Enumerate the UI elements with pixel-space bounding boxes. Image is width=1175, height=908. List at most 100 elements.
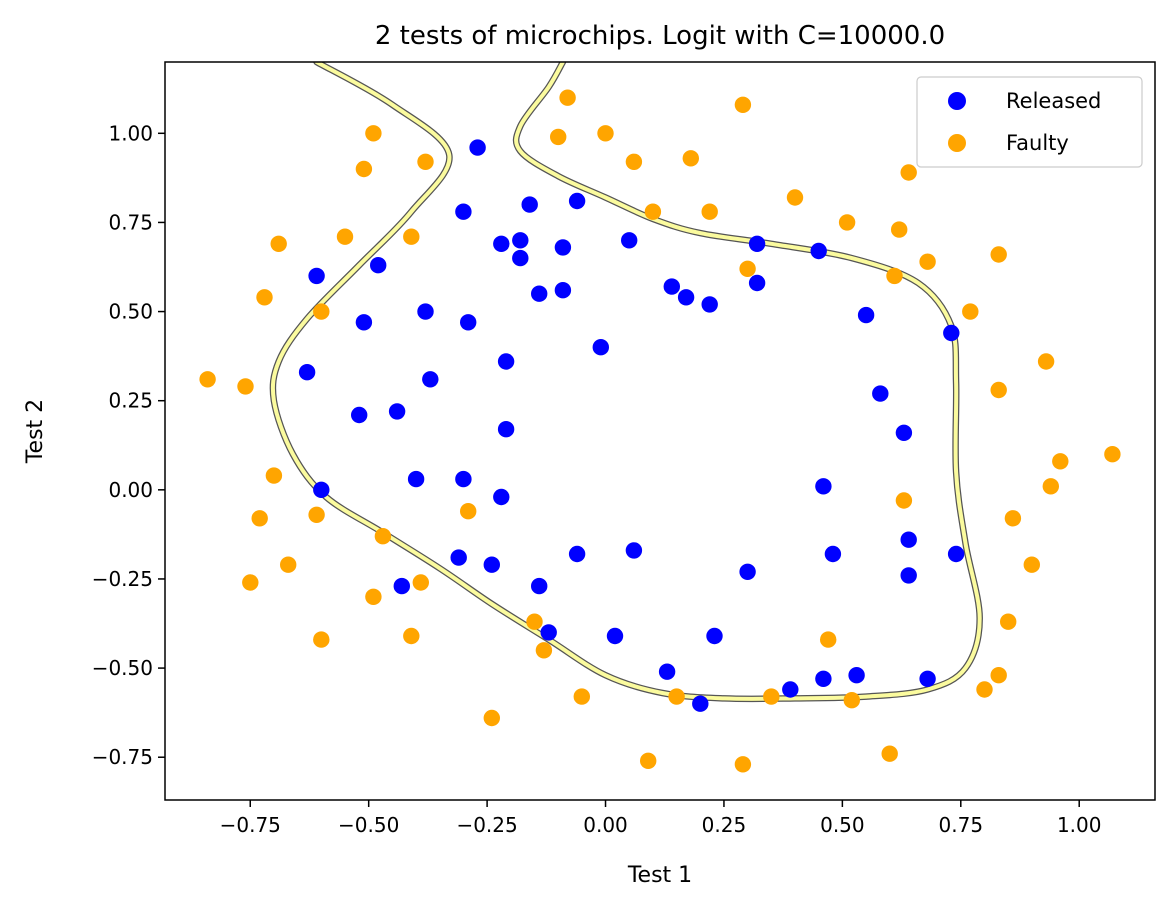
faulty-point bbox=[919, 253, 936, 270]
released-point bbox=[531, 285, 548, 302]
released-point bbox=[540, 624, 557, 641]
faulty-point bbox=[460, 503, 477, 520]
released-point bbox=[592, 339, 609, 356]
faulty-point bbox=[701, 203, 718, 220]
released-point bbox=[621, 232, 638, 249]
released-point bbox=[701, 296, 718, 313]
released-point bbox=[460, 314, 477, 331]
released-point bbox=[313, 481, 330, 498]
faulty-point bbox=[668, 688, 685, 705]
faulty-point bbox=[990, 381, 1007, 399]
released-point bbox=[782, 681, 799, 698]
faulty-point bbox=[251, 510, 268, 527]
plot-area bbox=[199, 62, 1121, 773]
faulty-point bbox=[891, 221, 908, 238]
released-point bbox=[568, 545, 586, 563]
faulty-point bbox=[573, 688, 590, 705]
y-tick-label: 0.75 bbox=[108, 210, 153, 234]
released-point bbox=[531, 577, 548, 595]
released-point bbox=[554, 239, 572, 256]
y-tick-label: −0.25 bbox=[92, 567, 153, 591]
faulty-point bbox=[682, 150, 699, 167]
legend: Released Faulty bbox=[916, 76, 1143, 168]
y-tick-label: 0.25 bbox=[108, 389, 153, 413]
chart-title: 2 tests of microchips. Logit with C=1000… bbox=[375, 21, 945, 51]
faulty-point bbox=[237, 378, 254, 395]
released-point bbox=[810, 242, 827, 260]
faulty-point bbox=[559, 89, 576, 106]
x-tick-label: 0.75 bbox=[939, 813, 984, 837]
released-point bbox=[469, 139, 486, 156]
faulty-point bbox=[990, 246, 1007, 263]
released-point bbox=[308, 267, 325, 285]
released-point bbox=[512, 232, 529, 249]
y-tick-label: 1.00 bbox=[108, 121, 153, 145]
faulty-point bbox=[374, 528, 392, 545]
released-point bbox=[568, 192, 586, 210]
released-point bbox=[739, 563, 756, 580]
x-tick-label: −0.25 bbox=[456, 813, 517, 837]
x-tick-label: 0.25 bbox=[702, 813, 747, 837]
y-tick-label: 0.50 bbox=[108, 300, 153, 324]
faulty-point bbox=[734, 96, 752, 114]
released-point bbox=[298, 364, 316, 381]
released-point bbox=[815, 670, 832, 687]
faulty-point bbox=[597, 125, 614, 142]
plot-frame bbox=[164, 61, 1156, 801]
released-point bbox=[625, 542, 643, 559]
released-point bbox=[943, 324, 960, 342]
faulty-point bbox=[1104, 446, 1121, 463]
faulty-point bbox=[412, 574, 429, 591]
legend-marker-faulty bbox=[948, 134, 966, 152]
series-faulty bbox=[199, 89, 1121, 773]
legend-label-faulty: Faulty bbox=[1006, 131, 1069, 155]
released-point bbox=[497, 421, 515, 438]
released-point bbox=[677, 289, 695, 306]
faulty-point bbox=[734, 756, 752, 773]
released-point bbox=[417, 303, 434, 320]
released-point bbox=[706, 627, 723, 645]
x-axis: −0.75 −0.50 −0.25 0.00 0.25 0.50 0.75 1.00 bbox=[220, 800, 1101, 837]
released-point bbox=[512, 249, 529, 267]
faulty-point bbox=[280, 556, 297, 573]
released-point bbox=[692, 695, 709, 712]
y-tick-label: −0.50 bbox=[92, 656, 153, 680]
faulty-point bbox=[535, 642, 553, 659]
faulty-point bbox=[1037, 353, 1055, 370]
faulty-point bbox=[640, 752, 657, 769]
released-point bbox=[815, 478, 832, 495]
faulty-point bbox=[881, 745, 898, 762]
faulty-point bbox=[976, 681, 993, 698]
faulty-point bbox=[242, 574, 259, 591]
released-point bbox=[388, 403, 406, 420]
faulty-point bbox=[483, 709, 500, 727]
released-point bbox=[748, 274, 766, 292]
faulty-point bbox=[990, 667, 1007, 684]
faulty-point bbox=[786, 189, 804, 206]
y-axis: −0.75 −0.50 −0.25 0.00 0.25 0.50 0.75 1.00 bbox=[92, 121, 165, 769]
released-point bbox=[351, 406, 368, 424]
faulty-point bbox=[1052, 453, 1069, 470]
released-point bbox=[554, 282, 572, 299]
faulty-point bbox=[365, 125, 382, 142]
released-point bbox=[483, 556, 500, 573]
faulty-point bbox=[313, 631, 330, 648]
faulty-point bbox=[526, 613, 543, 630]
data-points bbox=[199, 89, 1121, 773]
faulty-point bbox=[270, 235, 287, 252]
released-point bbox=[521, 196, 538, 213]
released-point bbox=[824, 545, 842, 563]
faulty-point bbox=[365, 588, 382, 605]
x-tick-label: −0.75 bbox=[220, 813, 281, 837]
released-point bbox=[848, 667, 865, 684]
released-point bbox=[370, 257, 387, 274]
faulty-point bbox=[886, 267, 903, 285]
faulty-point bbox=[417, 153, 434, 170]
released-point bbox=[895, 424, 913, 441]
faulty-point bbox=[962, 303, 979, 320]
released-point bbox=[900, 531, 917, 548]
faulty-point bbox=[820, 631, 837, 648]
faulty-point bbox=[403, 228, 420, 245]
released-point bbox=[663, 278, 680, 295]
